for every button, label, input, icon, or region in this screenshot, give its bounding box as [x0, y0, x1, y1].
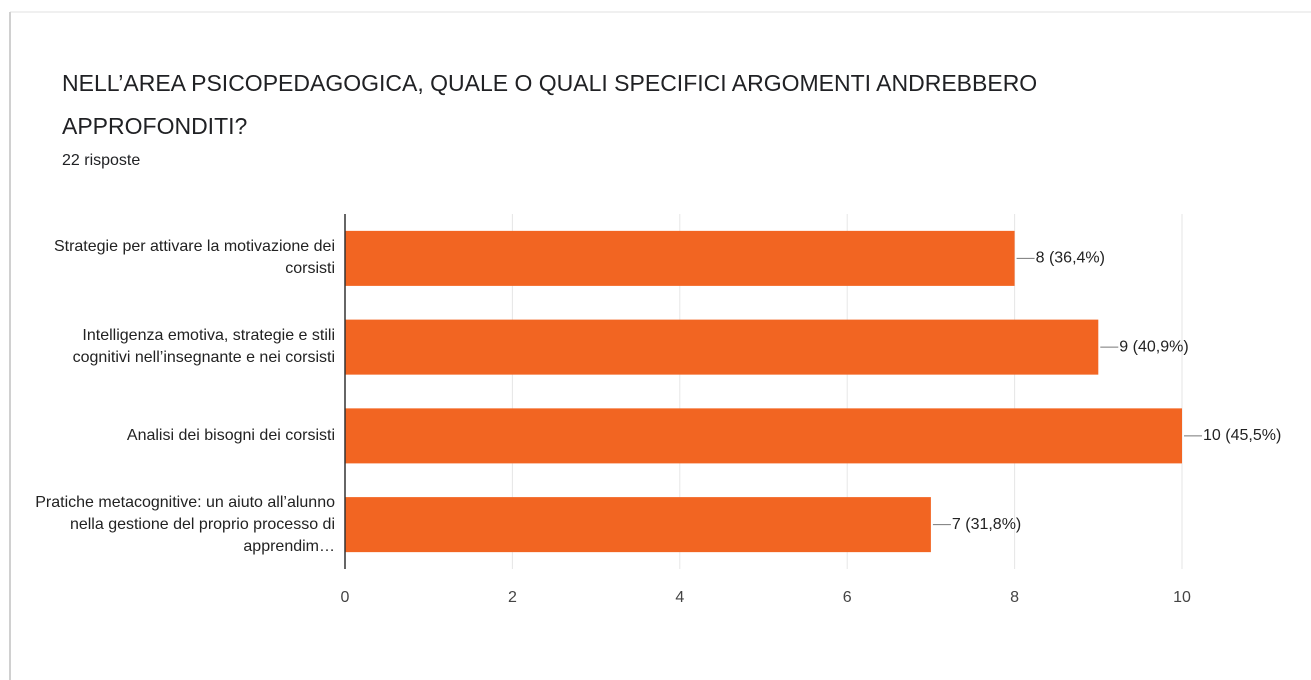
- x-tick-label: 10: [1173, 589, 1191, 606]
- bar: [345, 497, 931, 553]
- bar: [345, 319, 1099, 375]
- x-tick-label: 8: [1010, 589, 1019, 606]
- x-tick-label: 6: [843, 589, 852, 606]
- y-tick-label: Strategie per attivare la motivazione de…: [53, 238, 335, 278]
- bar: [345, 230, 1015, 286]
- bar: [345, 408, 1182, 464]
- chart-subtitle: 22 risposte: [62, 152, 141, 169]
- x-tick-label: 0: [341, 589, 350, 606]
- value-label: 8 (36,4%): [1036, 250, 1105, 267]
- x-tick-label: 2: [508, 589, 517, 606]
- value-label: 9 (40,9%): [1119, 338, 1188, 355]
- x-tick-label: 4: [675, 589, 684, 606]
- y-tick-label: Analisi dei bisogni dei corsisti: [126, 426, 335, 444]
- value-label: 10 (45,5%): [1203, 427, 1281, 444]
- value-label: 7 (31,8%): [952, 516, 1021, 533]
- y-tick-label: Pratiche metacognitive: un aiuto all’alu…: [35, 493, 335, 555]
- chart-title: NELL’AREA PSICOPEDAGOGICA, QUALE O QUALI…: [62, 70, 1038, 139]
- y-tick-label: Intelligenza emotiva, strategie e stili …: [72, 327, 335, 367]
